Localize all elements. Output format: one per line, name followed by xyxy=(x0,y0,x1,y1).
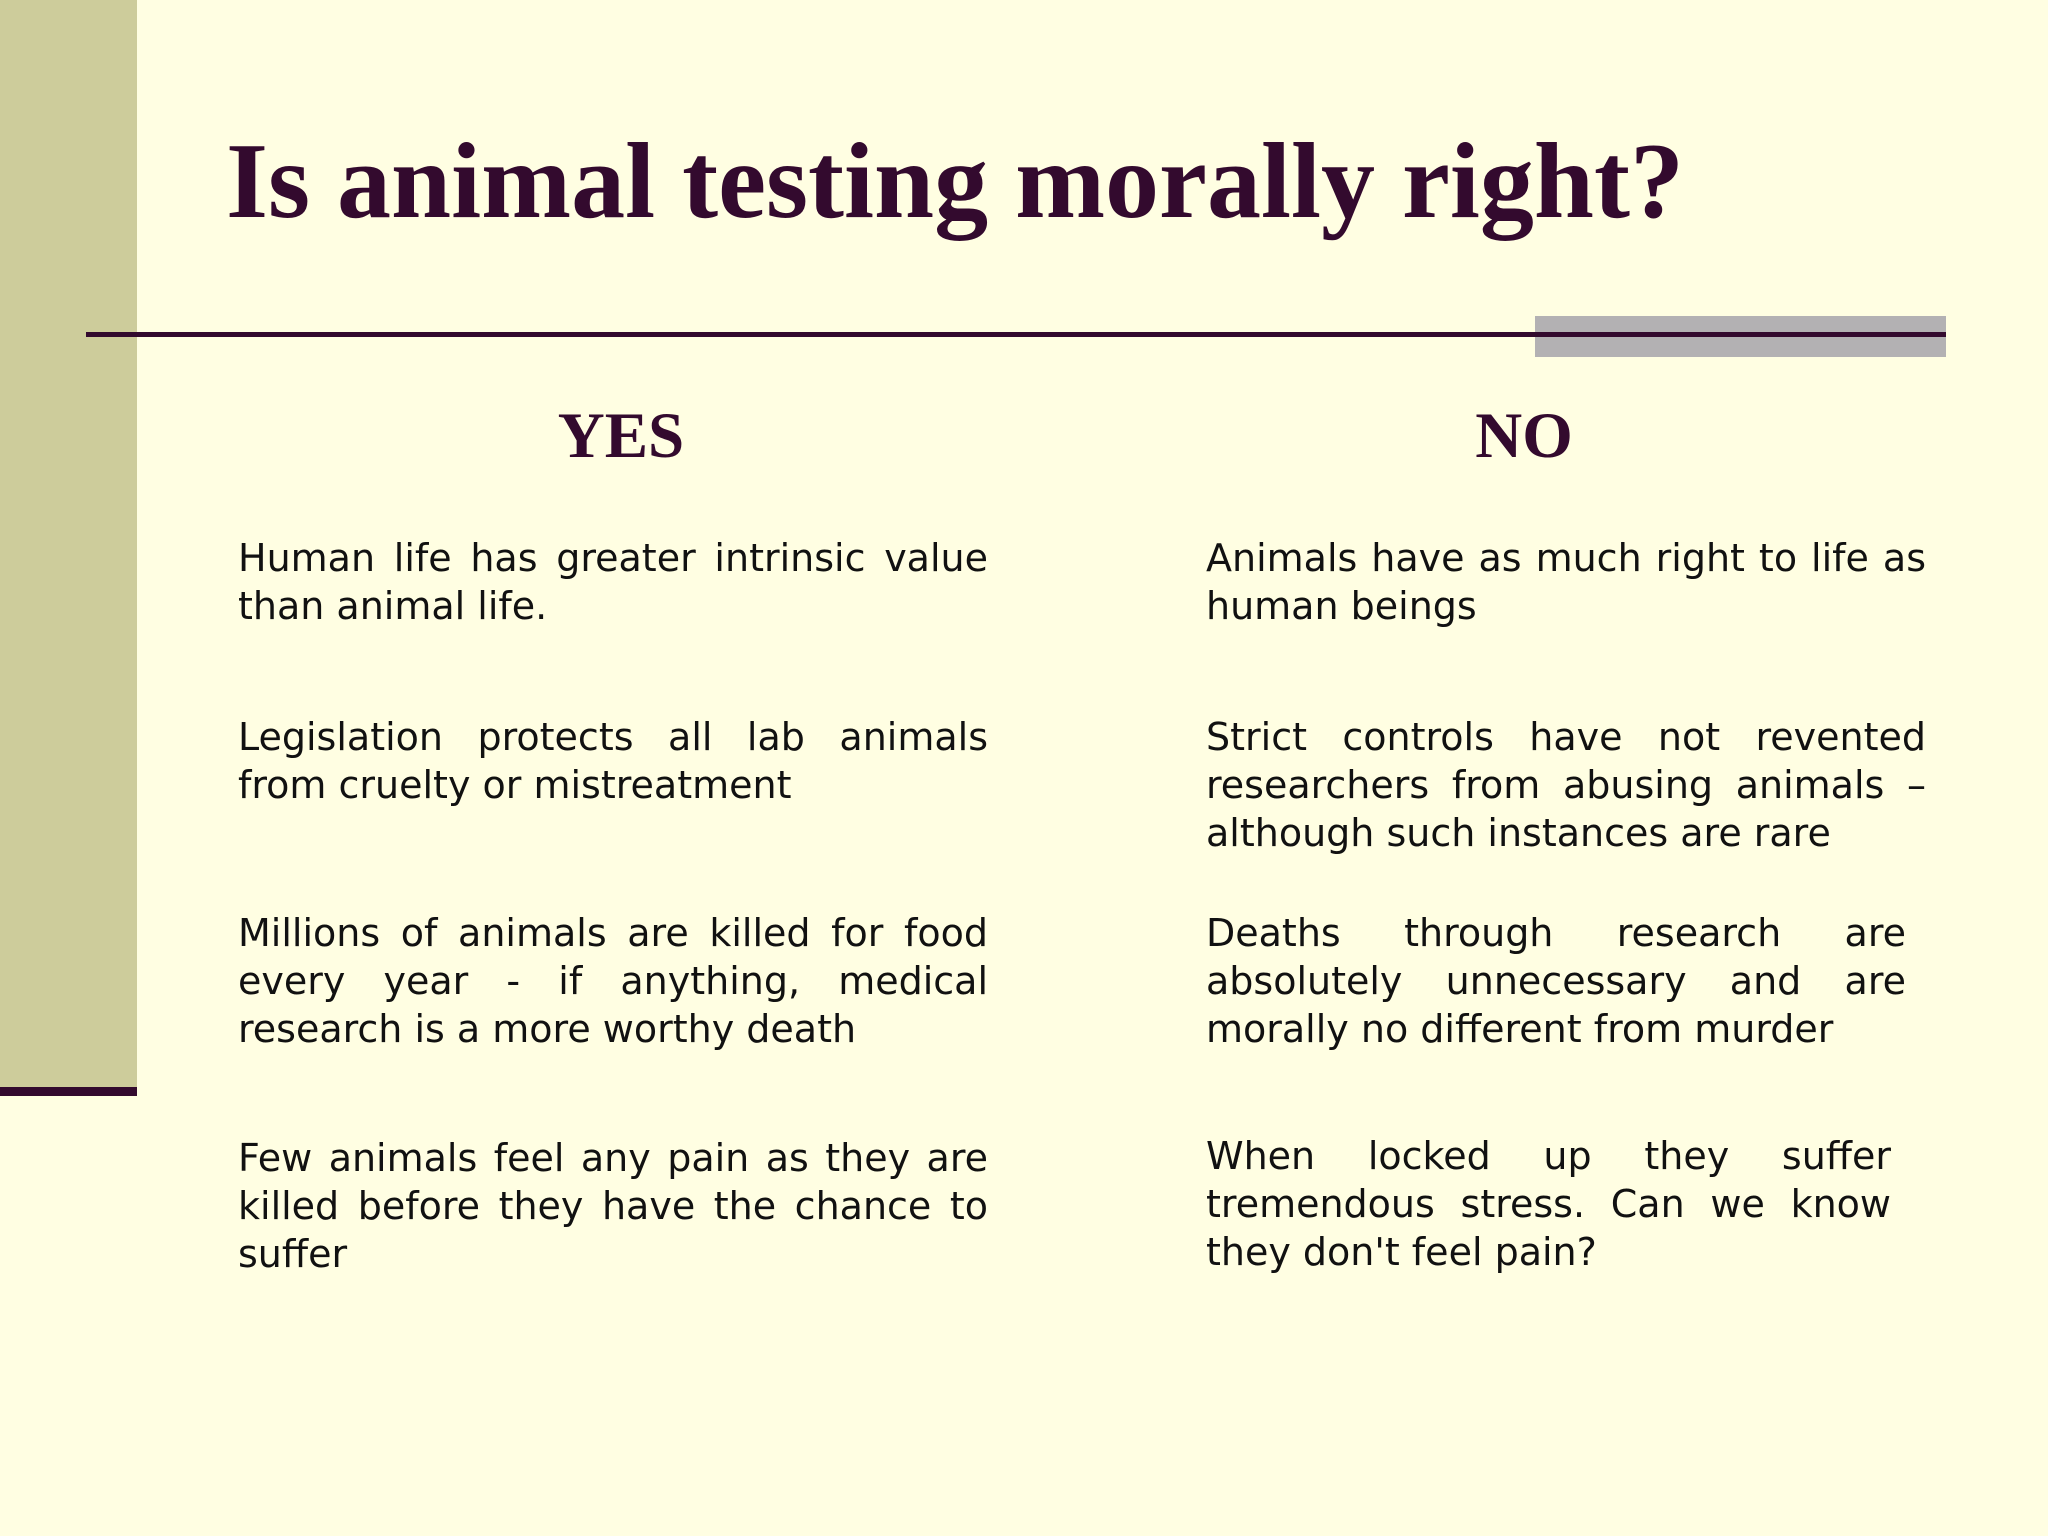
yes-argument-4: Few animals feel any pain as they are ki… xyxy=(238,1136,988,1276)
no-argument-1: Animals have as much right to life as hu… xyxy=(1206,536,1926,628)
yes-argument-1: Human life has greater intrinsic value t… xyxy=(238,536,988,628)
yes-argument-3: Millions of animals are killed for food … xyxy=(238,911,988,1051)
slide-title: Is animal testing morally right? xyxy=(226,122,1684,241)
no-argument-2: Strict controls have not revented resear… xyxy=(1206,715,1926,855)
no-argument-3: Deaths through research are absolutely u… xyxy=(1206,911,1906,1051)
yes-argument-2: Legislation protects all lab animals fro… xyxy=(238,715,988,807)
title-divider xyxy=(86,332,1946,337)
no-argument-4: When locked up they suffer tremendous st… xyxy=(1206,1134,1891,1274)
no-column-heading: NO xyxy=(1475,400,1573,472)
left-accent-band xyxy=(0,0,137,1087)
yes-column-heading: YES xyxy=(557,400,685,472)
left-accent-underline xyxy=(0,1087,137,1096)
